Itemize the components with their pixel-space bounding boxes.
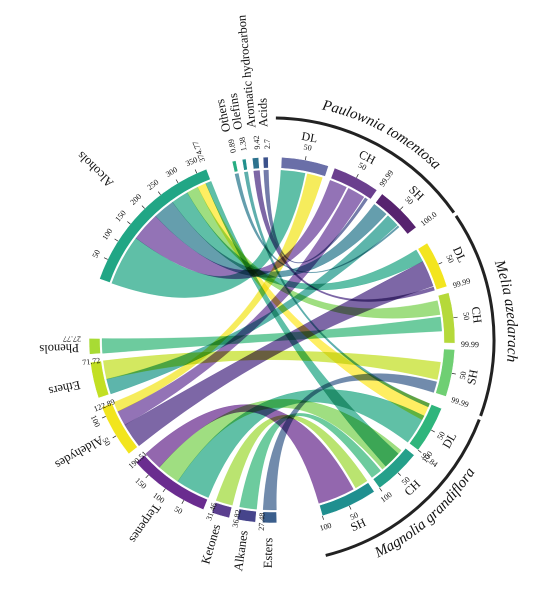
tick-mark (146, 475, 149, 478)
tick-mark (431, 430, 434, 432)
total-melia-azedarach-ch: 99.99 (461, 340, 479, 349)
tick-label-alcohols-250: 250 (145, 177, 160, 191)
total-olefins: 1.38 (238, 137, 249, 152)
label-paulownia-tomentosa-dl: DL (300, 129, 318, 146)
label-alkanes: Alkanes (231, 529, 251, 572)
tick-label-sample-100: 100 (319, 521, 333, 533)
tick-label-terpenes-150: 150 (133, 476, 148, 491)
tick-mark (349, 506, 351, 510)
tick-label-terpenes-50: 50 (173, 504, 184, 516)
label-ethers: Ethers (47, 378, 81, 399)
tick-mark (398, 473, 401, 476)
arc-phenols (89, 338, 101, 354)
tick-mark (163, 489, 165, 492)
tick-mark (305, 156, 306, 160)
tick-label-alcohols-50: 50 (90, 248, 102, 259)
tick-mark (322, 516, 323, 520)
label-alcohols: Alcohols (74, 149, 116, 191)
label-esters: Esters (261, 537, 275, 568)
total-acids: 2.7 (263, 139, 272, 149)
total-others: 0.89 (226, 138, 238, 154)
tick-mark (380, 488, 382, 491)
tick-label-aldehydes-100: 100 (89, 414, 102, 429)
label-ketones: Ketones (198, 522, 223, 565)
tick-mark (195, 170, 197, 174)
arc-olefins (242, 159, 247, 170)
tick-mark (104, 258, 108, 260)
tick-mark (102, 416, 106, 418)
label-melia-azedarach-sh: SH (464, 368, 481, 386)
arc-aromatic-hydrocarbon (252, 157, 259, 169)
total-esters: 27.48 (257, 512, 267, 530)
total-paulownia-tomentosa-ch: 99.99 (378, 168, 396, 188)
tick-mark (439, 262, 443, 264)
tick-mark (182, 500, 184, 504)
tick-mark (113, 436, 116, 438)
label-aldehydes: Aldehydes (53, 433, 106, 472)
arc-acids (263, 157, 268, 168)
total-aromatic-hydrocarbon: 9.42 (252, 135, 262, 150)
total-melia-azedarach-sh: 99.99 (450, 395, 470, 409)
tick-mark (418, 450, 421, 452)
tick-mark (142, 206, 145, 209)
total-paulownia-tomentosa-sh: 100.0 (419, 210, 439, 228)
tick-label-alcohols-150: 150 (113, 209, 128, 224)
tick-mark (127, 222, 130, 225)
species-label-paulownia-tomentosa: Paulownia tomentosa (320, 97, 444, 172)
tick-label-alcohols-100: 100 (100, 227, 114, 242)
total-magnolia-grandiflora-dl: 97.84 (420, 451, 440, 469)
tick-label-alcohols-300: 300 (164, 165, 179, 179)
total-melia-azedarach-dl: 99.99 (452, 276, 472, 290)
label-phenols: Phenols (39, 341, 79, 356)
tick-mark (400, 207, 403, 210)
arc-others (232, 161, 238, 173)
tick-mark (452, 373, 456, 374)
tick-mark (176, 180, 178, 183)
tick-mark (158, 192, 160, 195)
tick-mark (357, 174, 359, 178)
label-melia-azedarach-ch: CH (469, 306, 485, 325)
total-alkanes: 36.82 (230, 509, 242, 528)
tick-mark (115, 239, 118, 241)
chord-ribbons (102, 170, 442, 510)
tick-label-alcohols-200: 200 (128, 192, 143, 207)
tick-label-sample-100: 100 (379, 490, 394, 504)
label-terpenes: Terpenes (126, 501, 163, 546)
